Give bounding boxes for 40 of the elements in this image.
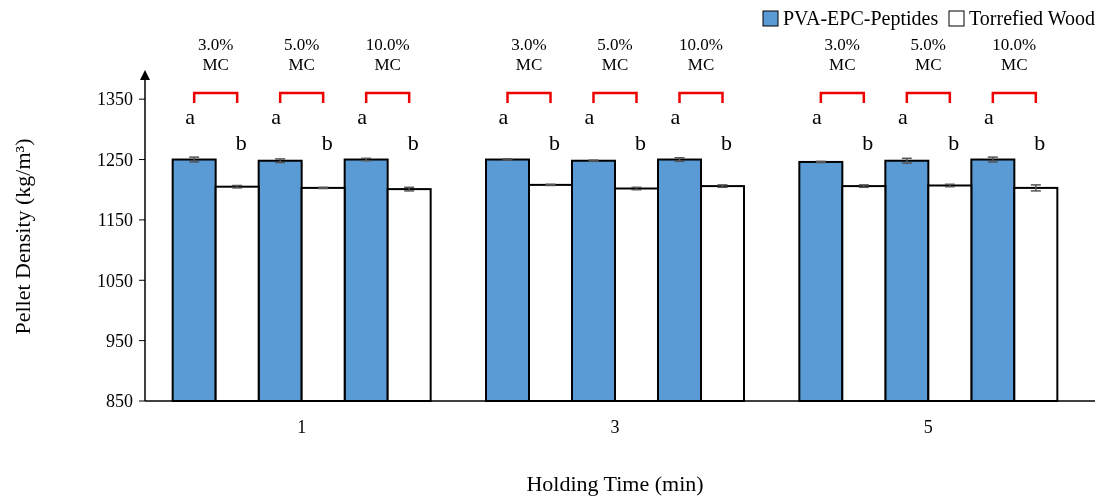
y-tick-label: 1150 (97, 210, 133, 231)
annotation: b (407, 130, 419, 155)
annotation: a (983, 104, 994, 129)
y-axis-title: Pellet Density (kg/m³) (10, 138, 35, 335)
annotation: 10.0% MC (365, 35, 410, 74)
annotation: b (721, 130, 732, 155)
annotation: 10.0% MC (992, 35, 1037, 74)
annotation: a (897, 104, 908, 129)
y-tick-label: 950 (106, 330, 133, 351)
annotation: 3.0% MC (824, 35, 861, 74)
y-tick-label: 1050 (97, 270, 133, 291)
annotation: 3.0% MC (197, 35, 234, 74)
annotation: b (1034, 130, 1046, 155)
annotation: a (498, 104, 509, 129)
y-tick-label: 850 (106, 391, 133, 412)
legend-label: PVA-EPC-Peptides (783, 7, 939, 30)
annotation: b (948, 130, 960, 155)
annotation: 5.0% MC (283, 35, 320, 74)
annotation: b (862, 130, 874, 155)
x-tick-label: 1 (297, 417, 307, 437)
x-axis-title: Holding Time (min) (526, 471, 704, 496)
legend-label: Torrefied Wood (969, 7, 1096, 29)
annotation: b (235, 130, 247, 155)
annotation: a (357, 104, 368, 129)
y-tick-label: 1250 (97, 149, 133, 170)
annotation: a (670, 104, 681, 129)
annotation: b (549, 130, 560, 155)
annotation: a (271, 104, 282, 129)
x-tick-label: 5 (923, 417, 933, 437)
annotation: a (584, 104, 595, 129)
annotation: b (321, 130, 333, 155)
y-tick-label: 1350 (97, 89, 133, 110)
annotation: 3.0% MC (511, 35, 547, 74)
annotation: a (811, 104, 822, 129)
annotation: a (185, 104, 196, 129)
annotation: 5.0% MC (910, 35, 947, 74)
x-tick-label: 3 (610, 417, 620, 437)
annotation: 10.0% MC (679, 35, 723, 74)
annotation: b (635, 130, 646, 155)
annotation: 5.0% MC (597, 35, 633, 74)
